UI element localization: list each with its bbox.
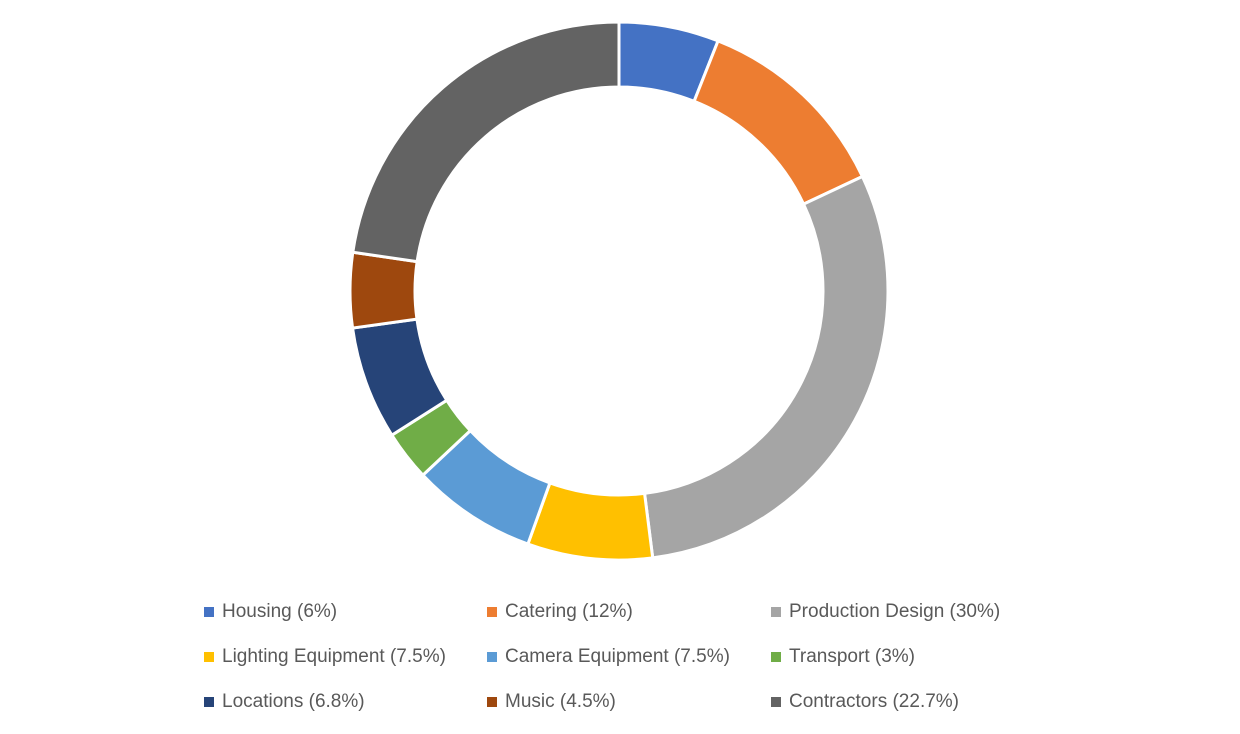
slice-contractors bbox=[351, 20, 621, 264]
slice-music bbox=[348, 250, 419, 330]
slice-catering bbox=[692, 38, 865, 207]
slice-production-design bbox=[642, 174, 890, 560]
